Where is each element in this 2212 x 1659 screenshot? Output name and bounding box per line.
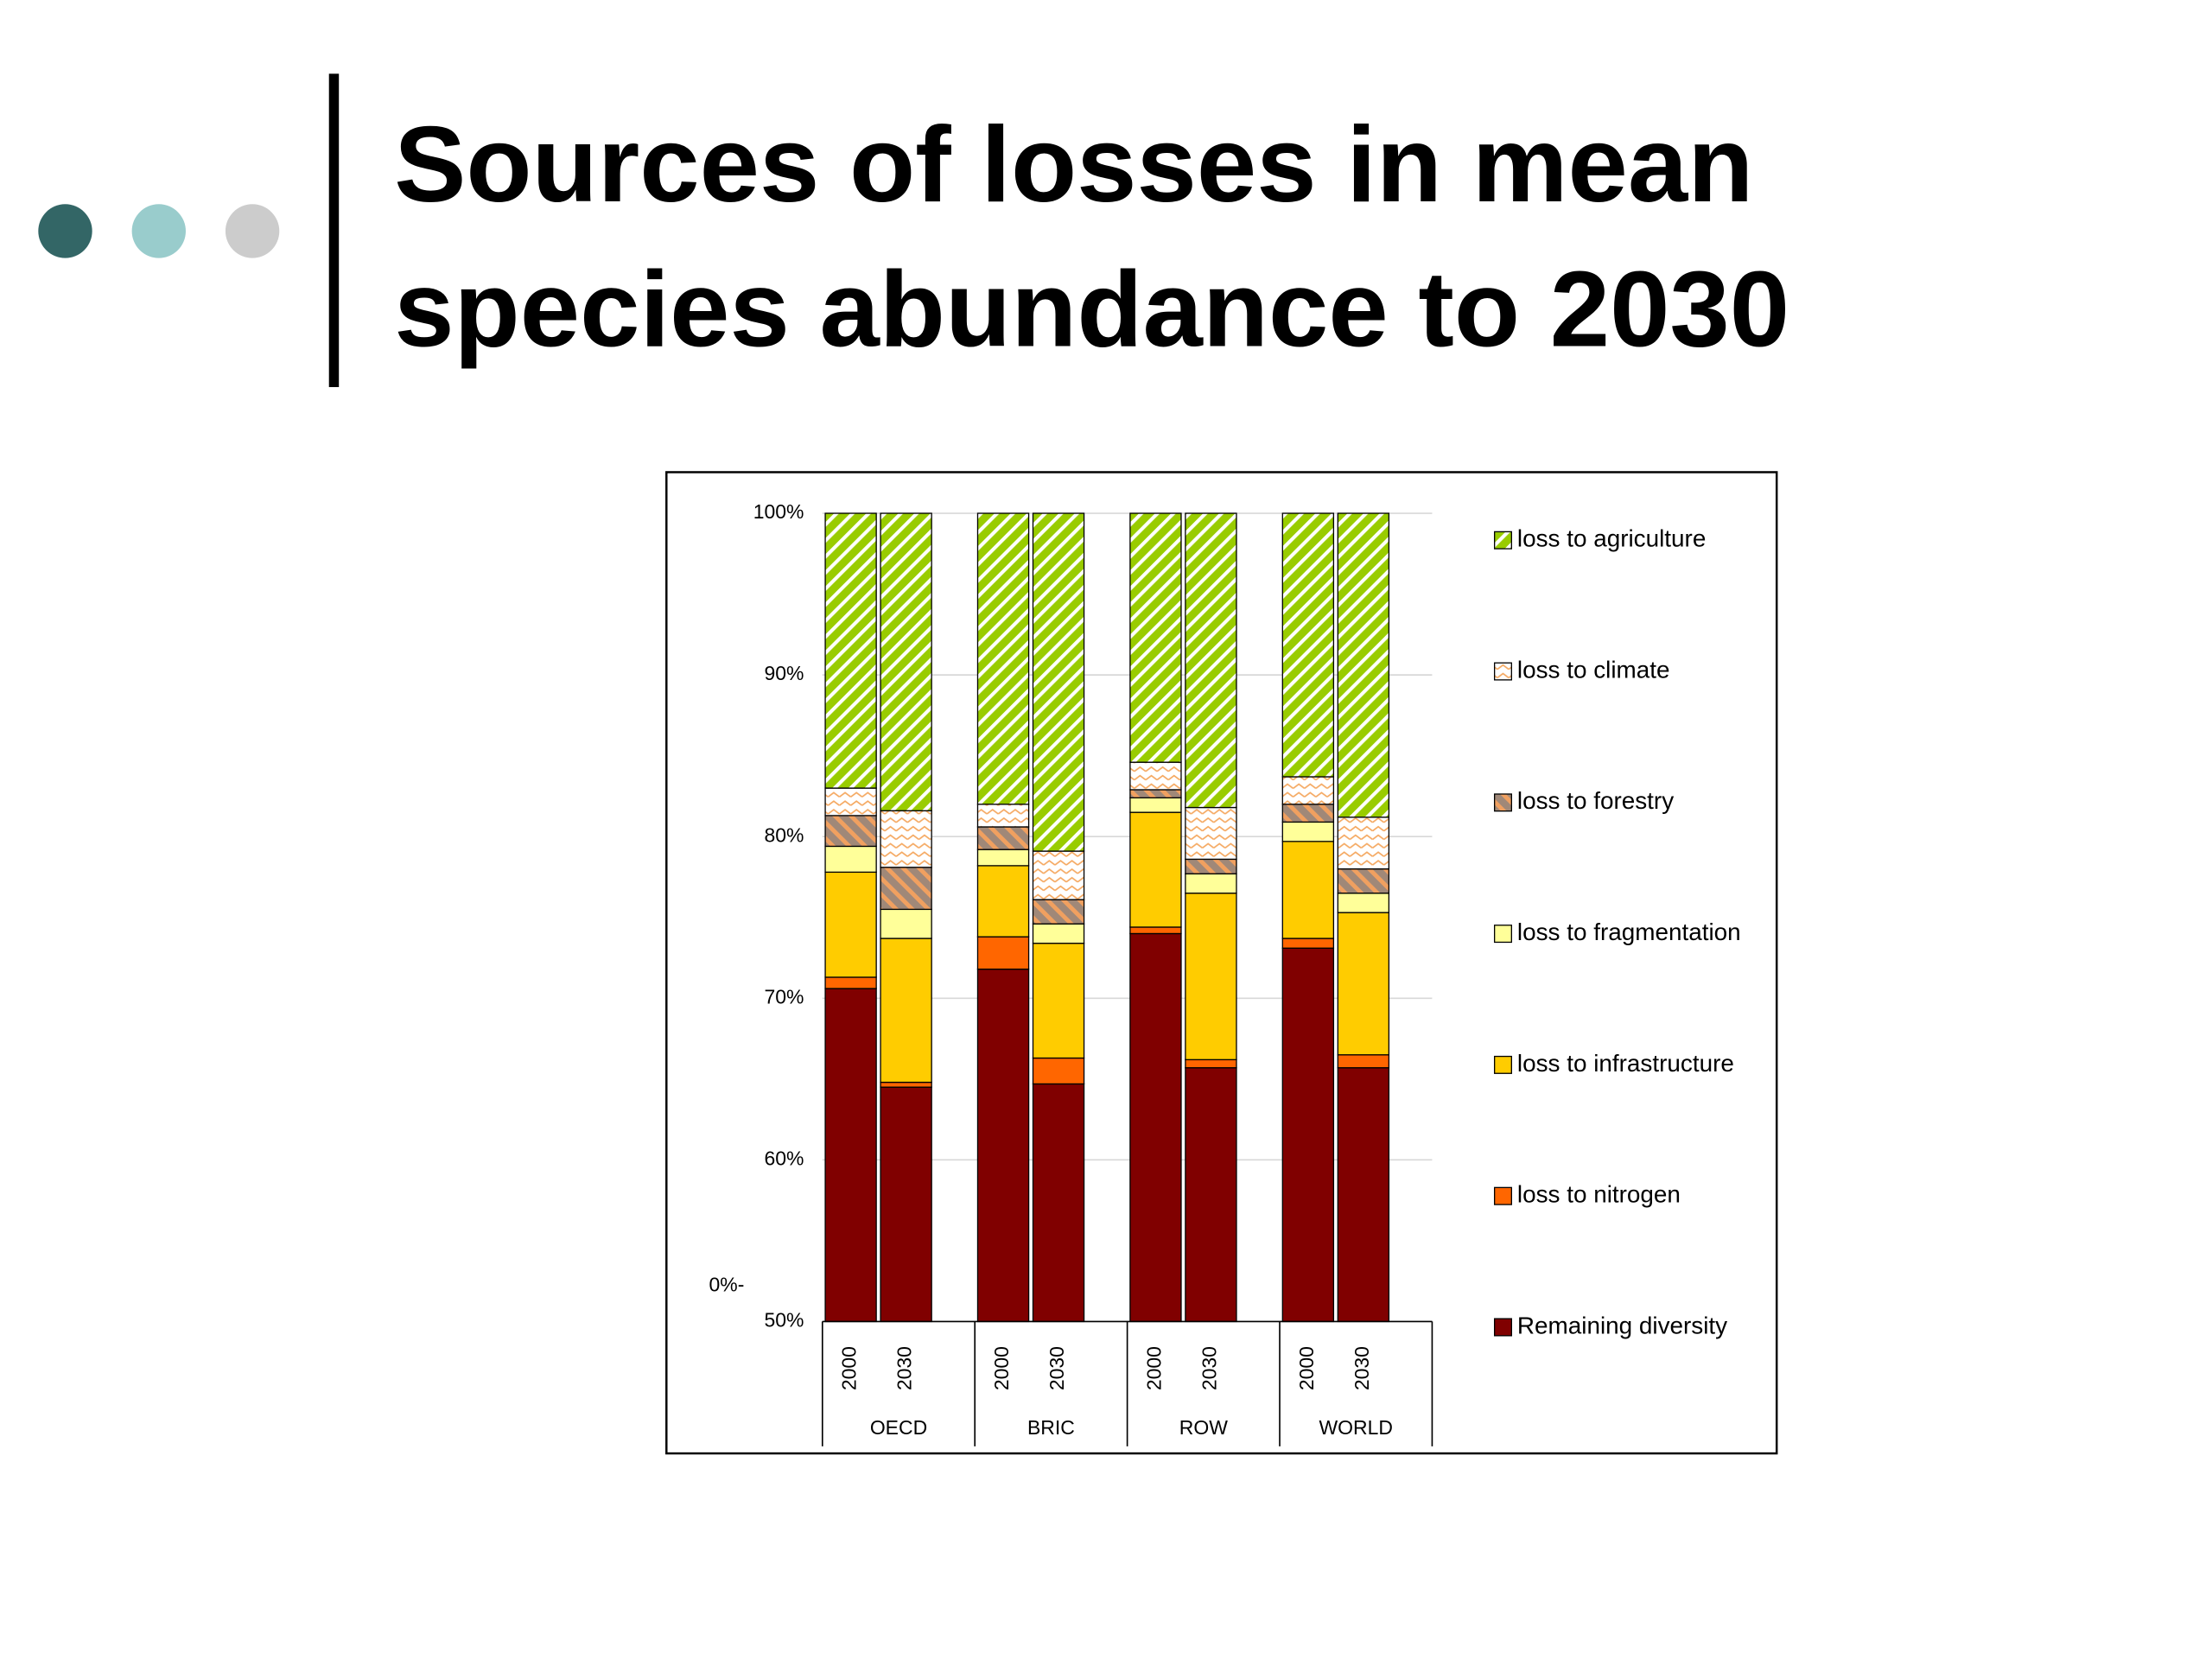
- y-tick-label: 70%: [764, 985, 804, 1007]
- bar-segment: [1032, 1057, 1085, 1085]
- x-tick-label: 2000: [838, 1346, 861, 1390]
- bar-segment: [824, 512, 877, 789]
- bar-segment: [880, 512, 932, 811]
- group-label: WORLD: [1319, 1416, 1393, 1439]
- bar-segment: [1337, 1054, 1390, 1069]
- bar-segment: [1129, 761, 1182, 791]
- bar-segment: [1281, 821, 1335, 842]
- title-line: species abundance to 2030: [394, 249, 1789, 369]
- bar-segment: [1337, 912, 1390, 1056]
- bar-segment: [880, 867, 932, 911]
- legend-swatch: [1493, 793, 1512, 812]
- bar-segment: [824, 787, 877, 817]
- bar-segment: [976, 804, 1030, 828]
- bar-segment: [976, 865, 1030, 938]
- y-tick-label: 100%: [753, 500, 804, 523]
- x-tick-label: 2030: [1046, 1346, 1068, 1390]
- annotation: 0%-: [709, 1273, 745, 1295]
- bar-segment: [1185, 806, 1237, 861]
- legend-swatch: [1493, 531, 1512, 550]
- bar-segment: [824, 845, 877, 874]
- decor-dot: [225, 204, 280, 258]
- bar-segment: [1337, 512, 1390, 818]
- bar-segment: [824, 871, 877, 978]
- group-label: ROW: [1179, 1416, 1228, 1439]
- bar-segment: [1281, 938, 1335, 949]
- bar-segment: [1185, 1067, 1237, 1323]
- bar-segment: [880, 1081, 932, 1088]
- legend-swatch: [1493, 925, 1512, 944]
- bar-segment: [880, 810, 932, 868]
- bar-segment: [1185, 512, 1237, 809]
- legend-swatch: [1493, 1186, 1512, 1205]
- legend-label: loss to forestry: [1517, 787, 1674, 814]
- x-tick-label: 2000: [1142, 1346, 1165, 1390]
- bar-segment: [976, 826, 1030, 850]
- x-tick-label: 2030: [1198, 1346, 1220, 1390]
- group-label: BRIC: [1027, 1416, 1075, 1439]
- x-tick-label: 2000: [990, 1346, 1013, 1390]
- bar-segment: [824, 815, 877, 848]
- legend-label: Remaining diversity: [1517, 1312, 1727, 1338]
- bar-segment: [1337, 893, 1390, 913]
- title-line: Sources of losses in mean: [394, 105, 1753, 225]
- bar-segment: [1032, 850, 1085, 900]
- bar-segment: [1032, 1083, 1085, 1323]
- legend-swatch: [1493, 1055, 1512, 1074]
- bar-segment: [880, 908, 932, 939]
- bar-segment: [976, 936, 1030, 970]
- bar-segment: [1032, 899, 1085, 925]
- legend-label: loss to climate: [1517, 656, 1670, 683]
- legend-swatch: [1493, 662, 1512, 681]
- bar-segment: [1281, 804, 1335, 823]
- x-tick-label: 2000: [1295, 1346, 1318, 1390]
- bar-segment: [976, 849, 1030, 867]
- x-tick-label: 2030: [1351, 1346, 1373, 1390]
- bar-segment: [1129, 811, 1182, 928]
- bar-segment: [1185, 893, 1237, 1061]
- bar-segment: [1129, 932, 1182, 1323]
- bar-segment: [1129, 797, 1182, 813]
- bar-segment: [880, 1086, 932, 1323]
- bar-segment: [1281, 776, 1335, 805]
- legend-label: loss to nitrogen: [1517, 1181, 1681, 1208]
- bar-segment: [880, 938, 932, 1084]
- legend-swatch: [1493, 1318, 1512, 1337]
- legend-label: loss to agriculture: [1517, 525, 1706, 552]
- bar-segment: [1129, 512, 1182, 763]
- y-tick-label: 90%: [764, 662, 804, 684]
- bar-segment: [1032, 512, 1085, 852]
- bar-segment: [1337, 1067, 1390, 1323]
- bar-segment: [1281, 512, 1335, 778]
- y-tick-label: 60%: [764, 1147, 804, 1169]
- x-tick-label: 2030: [893, 1346, 916, 1390]
- bar-segment: [1185, 873, 1237, 894]
- decor-dot: [131, 204, 186, 258]
- bar-segment: [1337, 868, 1390, 894]
- bar-segment: [1032, 943, 1085, 1059]
- bar-segment: [1281, 841, 1335, 939]
- bar-segment: [1185, 858, 1237, 874]
- group-label: OECD: [870, 1416, 927, 1439]
- bar-segment: [976, 968, 1030, 1323]
- y-tick-label: 80%: [764, 823, 804, 846]
- bar-segment: [1185, 1058, 1237, 1069]
- title-rule: [328, 73, 340, 387]
- bar-segment: [1337, 817, 1390, 870]
- bar-segment: [976, 512, 1030, 805]
- plot: 50% 60% 70% 80% 90% 100% 2000 2030 2000 2030 2000 2…: [753, 500, 1741, 1446]
- decor-dot: [38, 204, 92, 258]
- y-tick-label: 50%: [764, 1308, 804, 1331]
- legend-label: loss to fragmentation: [1517, 918, 1741, 945]
- bar-segment: [824, 976, 877, 989]
- bar-segment: [824, 988, 877, 1323]
- bar-segment: [1129, 926, 1182, 935]
- bar-segment: [1129, 789, 1182, 798]
- bar-segment: [1032, 923, 1085, 944]
- legend-label: loss to infrastructure: [1517, 1050, 1734, 1077]
- bar-segment: [1281, 947, 1335, 1323]
